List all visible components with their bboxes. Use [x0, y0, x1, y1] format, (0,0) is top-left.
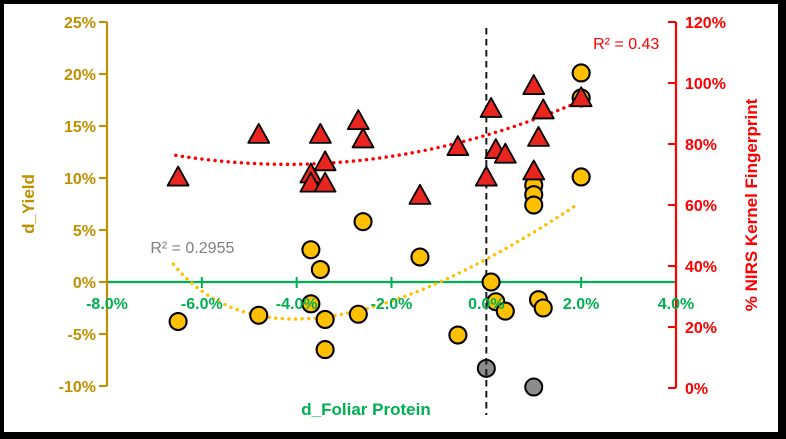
yield-point — [571, 63, 591, 83]
right-axis-tick-label: 40% — [685, 259, 717, 276]
nirs-point — [527, 126, 550, 147]
yield-point — [249, 305, 269, 325]
yield-point — [448, 325, 468, 345]
yield-point — [524, 195, 544, 215]
r2-annotation-yield: R² = 0.2955 — [150, 239, 235, 257]
yield-point — [571, 167, 591, 187]
nirs-point — [474, 165, 498, 187]
left-axis-tick-label: 5% — [73, 223, 96, 240]
right-axis-tick-label: 60% — [685, 198, 717, 215]
nirs-point — [299, 171, 323, 193]
yield-point — [315, 309, 335, 329]
yield-point — [301, 240, 321, 260]
x-axis-tick-label: -8.0% — [86, 296, 128, 313]
left-axis-title: d_Yield — [19, 174, 38, 234]
left-axis-tick-label: 20% — [64, 67, 96, 84]
nirs-point — [308, 122, 332, 144]
yield-point — [315, 340, 335, 360]
x-axis-tick-label: 0.0% — [468, 296, 504, 313]
nirs-point — [313, 171, 337, 193]
plot-background — [4, 4, 778, 432]
yield-point — [533, 298, 553, 318]
x-axis-tick-label: -6.0% — [181, 296, 223, 313]
outlier-point — [524, 377, 544, 397]
x-axis-title: d_Foliar Protein — [301, 400, 431, 419]
left-axis-tick-label: 25% — [64, 15, 96, 32]
right-axis-title: % NIRS Kernel Fingerprint — [742, 98, 761, 312]
yield-point — [301, 294, 321, 314]
left-axis-tick-label: -10% — [59, 379, 96, 396]
right-axis-tick-label: 120% — [685, 15, 726, 32]
right-axis-tick-label: 100% — [685, 76, 726, 93]
nirs-point — [569, 86, 593, 108]
x-axis-tick-label: -4.0% — [276, 296, 318, 313]
x-axis-tick-label: -2.0% — [371, 296, 413, 313]
nirs-point — [166, 165, 190, 187]
left-axis-tick-label: -5% — [68, 327, 96, 344]
trendline-nirs-trend — [174, 98, 586, 167]
yield-point — [353, 212, 373, 232]
nirs-point — [531, 98, 555, 120]
yield-point — [168, 311, 188, 332]
x-axis-tick-label: 2.0% — [563, 296, 599, 313]
nirs-point — [351, 127, 375, 149]
yield-point — [310, 259, 330, 280]
yield-point — [495, 301, 515, 321]
right-axis-tick-label: 0% — [685, 381, 708, 398]
yield-point — [410, 247, 430, 267]
left-axis-tick-label: 10% — [64, 171, 96, 188]
right-axis-tick-label: 20% — [685, 320, 717, 337]
nirs-point — [346, 109, 370, 131]
right-axis-tick-label: 80% — [685, 137, 717, 154]
nirs-point — [522, 74, 546, 95]
nirs-point — [479, 97, 503, 118]
nirs-point — [313, 150, 337, 172]
nirs-point — [493, 142, 517, 164]
nirs-point — [522, 159, 546, 181]
left-axis-tick-label: 15% — [64, 119, 96, 136]
r2-annotation-nirs: R² = 0.43 — [593, 35, 660, 53]
x-axis-tick-label: 4.0% — [658, 296, 694, 313]
yield-point — [481, 272, 501, 292]
yield-point — [348, 304, 368, 324]
nirs-point — [446, 135, 470, 156]
nirs-point — [247, 122, 271, 144]
left-axis-tick-label: 0% — [73, 275, 96, 292]
nirs-point — [408, 183, 432, 205]
